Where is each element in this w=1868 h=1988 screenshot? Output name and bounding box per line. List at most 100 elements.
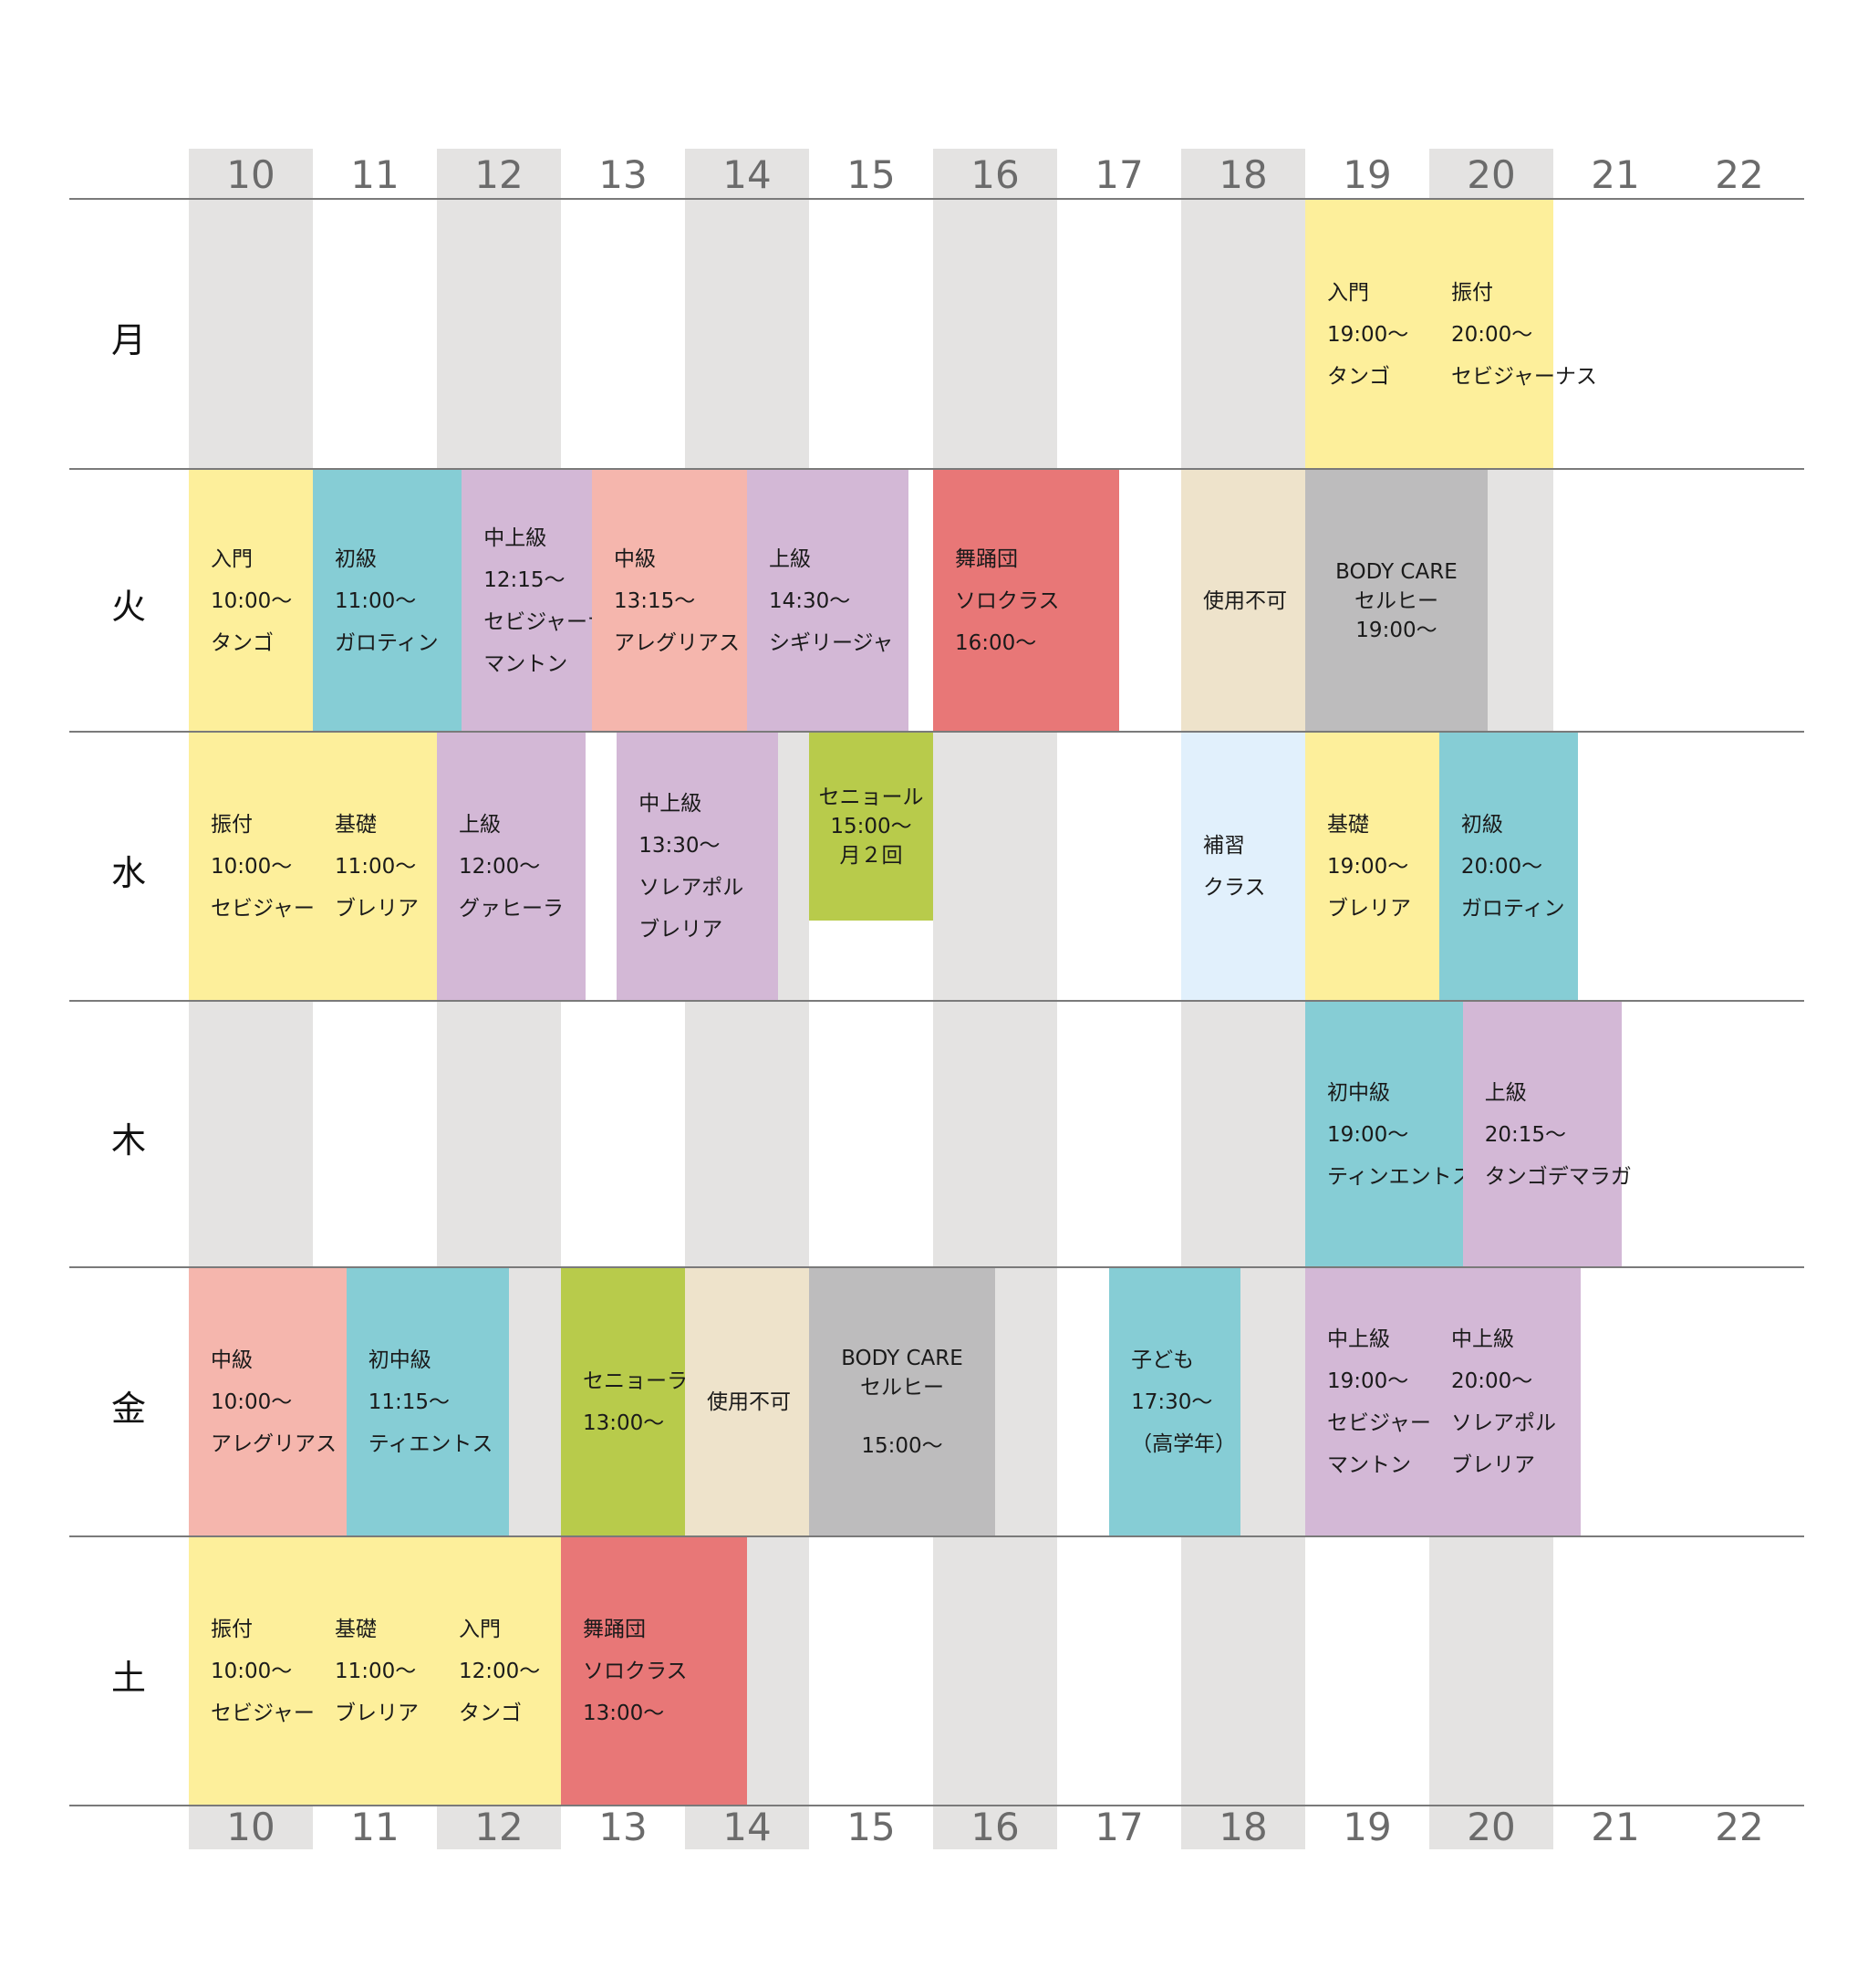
class-text-line: 振付	[211, 813, 253, 837]
class-text-line: 12:15〜	[483, 567, 566, 592]
class-block[interactable]: 舞踊団 ソロクラス 13:00〜	[561, 1537, 747, 1806]
class-block[interactable]: 舞踊団 ソロクラス 16:00〜	[933, 470, 1119, 732]
day-label: 土	[110, 1657, 146, 1698]
class-text-line: アレグリアス	[614, 630, 740, 655]
class-block[interactable]: 中上級 13:30〜 ソレアポル ブレリア	[617, 733, 778, 1001]
row-divider	[69, 1805, 1804, 1806]
class-text-line: 中上級	[638, 792, 702, 816]
class-text: 上級 20:15〜 タンゴデマラガ	[1485, 1072, 1632, 1198]
class-text: セニョール 15:00〜 月２回	[809, 783, 933, 870]
class-block[interactable]: セニョーラ 13:00〜	[561, 1268, 688, 1536]
class-text-line: 20:00〜	[1451, 1369, 1533, 1393]
class-block[interactable]: 基礎 19:00〜 ブレリア	[1305, 733, 1439, 1001]
class-block[interactable]: 中上級 19:00〜 セビジャーナス マントン	[1305, 1268, 1473, 1536]
class-block[interactable]: 子ども 17:30〜 （高学年）	[1109, 1268, 1241, 1536]
class-text-line: 初級	[1460, 813, 1503, 837]
class-text-line: BODY CARE	[841, 1347, 963, 1370]
hour-label-top: 18	[1219, 152, 1268, 197]
class-text-line: ブレリア	[638, 918, 723, 942]
hour-label-top: 19	[1343, 152, 1392, 197]
class-text: 初級 11:00〜 ガロティン	[335, 538, 439, 664]
class-block[interactable]: 使用不可	[1181, 470, 1305, 732]
class-block[interactable]: 入門 12:00〜 タンゴ	[437, 1537, 561, 1806]
class-text-line: セルヒー	[1354, 588, 1438, 613]
class-text-line: 20:00〜	[1460, 855, 1543, 879]
class-text-line: 使用不可	[707, 1390, 791, 1414]
class-block[interactable]: 使用不可	[685, 1268, 809, 1536]
class-block[interactable]: 基礎 11:00〜 ブレリア	[313, 733, 437, 1001]
class-block[interactable]: セニョール 15:00〜 月２回	[809, 733, 933, 921]
class-text: 振付 10:00〜 セビジャーナス	[211, 804, 357, 930]
class-block[interactable]: BODY CARE セルヒー 19:00〜	[1305, 470, 1488, 732]
class-block[interactable]: 振付 10:00〜 セビジャーナス	[189, 1537, 357, 1806]
class-text-line: 舞踊団	[583, 1618, 646, 1641]
class-text-line: 中上級	[1327, 1327, 1390, 1351]
class-block[interactable]: 基礎 11:00〜 ブレリア	[313, 1537, 437, 1806]
class-text-line: 11:00〜	[335, 1660, 417, 1683]
class-text: 中上級 20:00〜 ソレアポル ブレリア	[1451, 1318, 1556, 1486]
class-text-line: 17:30〜	[1131, 1390, 1213, 1414]
class-text-line: 中級	[614, 546, 656, 571]
class-text: 基礎 11:00〜 ブレリア	[335, 1608, 419, 1734]
class-text-line: ブレリア	[335, 897, 419, 921]
class-block[interactable]: 上級 12:00〜 グァヒーラ	[437, 733, 586, 1001]
class-block[interactable]: 中上級 12:15〜 セビジャーナス マントン	[462, 470, 629, 732]
class-text: 舞踊団 ソロクラス 13:00〜	[583, 1608, 688, 1734]
class-text-line: 13:30〜	[638, 834, 721, 858]
hour-label-bottom: 21	[1591, 1805, 1640, 1849]
class-block[interactable]: 初中級 19:00〜 ティンエントス	[1305, 1002, 1473, 1267]
class-text-line: 月２回	[839, 844, 903, 868]
class-text-line: 子ども	[1131, 1348, 1195, 1372]
class-text-line: 19:00〜	[1327, 855, 1409, 879]
hour-label-top: 17	[1095, 152, 1144, 197]
class-block[interactable]: 上級 20:15〜 タンゴデマラガ	[1462, 1002, 1632, 1267]
class-text-line: 10:00〜	[211, 1660, 293, 1683]
class-block[interactable]: 入門 10:00〜 タンゴ	[189, 470, 313, 732]
class-text-line: 入門	[459, 1618, 501, 1641]
class-block[interactable]: 中上級 20:00〜 ソレアポル ブレリア	[1429, 1268, 1581, 1536]
hour-label-bottom: 10	[226, 1805, 275, 1849]
class-text-line: セニョーラ	[583, 1369, 688, 1393]
class-block[interactable]: 初級 20:00〜 ガロティン	[1438, 733, 1579, 1001]
day-label: 月	[110, 320, 146, 360]
class-text-line: ティエントス	[368, 1432, 493, 1456]
class-block[interactable]: BODY CARE セルヒー 15:00〜	[809, 1268, 995, 1536]
class-text: セニョーラ 13:00〜	[583, 1360, 688, 1444]
hour-label-top: 11	[350, 152, 400, 197]
class-block[interactable]: 入門 19:00〜 タンゴ	[1305, 200, 1429, 469]
class-text-line: 補習	[1203, 834, 1245, 858]
class-text-line: 11:00〜	[335, 855, 417, 879]
class-block[interactable]: 補習 クラス	[1181, 733, 1305, 1001]
class-text-line: 中上級	[483, 526, 547, 550]
class-text-line: 19:00〜	[1355, 618, 1437, 642]
class-text-line: 15:00〜	[861, 1434, 943, 1458]
class-block[interactable]: 振付 10:00〜 セビジャーナス	[189, 733, 357, 1001]
class-text-line: マントン	[1327, 1453, 1411, 1477]
hour-label-bottom: 16	[970, 1805, 1020, 1849]
class-block[interactable]: 中級 13:15〜 アレグリアス	[592, 470, 747, 732]
class-text-line: 20:00〜	[1451, 322, 1533, 347]
class-text-line: 13:00〜	[583, 1702, 665, 1725]
class-block[interactable]: 初級 11:00〜 ガロティン	[313, 470, 462, 732]
class-text-line: 初級	[335, 546, 377, 571]
class-text: 子ども 17:30〜 （高学年）	[1131, 1339, 1236, 1465]
class-block[interactable]: 中級 10:00〜 アレグリアス	[189, 1268, 347, 1536]
class-block[interactable]: 振付 20:00〜 セビジャーナス	[1429, 200, 1597, 469]
class-text-line: 入門	[1327, 280, 1369, 305]
row-divider	[69, 1266, 1804, 1268]
class-block[interactable]: 初中級 11:15〜 ティエントス	[346, 1268, 509, 1536]
class-text-line: 使用不可	[1203, 588, 1287, 613]
class-text-line: 12:00〜	[459, 855, 541, 879]
class-text: 使用不可	[1203, 580, 1287, 622]
class-text-line: タンゴデマラガ	[1484, 1164, 1632, 1189]
class-text-line: BODY CARE	[1335, 559, 1458, 584]
class-text-line: ブレリア	[1327, 897, 1411, 921]
class-text-line: セニョール	[818, 786, 924, 809]
class-text-line: 14:30〜	[769, 588, 851, 613]
class-text: 補習 クラス	[1203, 825, 1266, 909]
class-text-line: ソロクラス	[955, 588, 1060, 613]
class-text: 初中級 19:00〜 ティンエントス	[1327, 1072, 1473, 1198]
class-block[interactable]: 上級 14:30〜 シギリージャ	[747, 470, 908, 732]
class-text-line: 基礎	[1327, 813, 1369, 837]
